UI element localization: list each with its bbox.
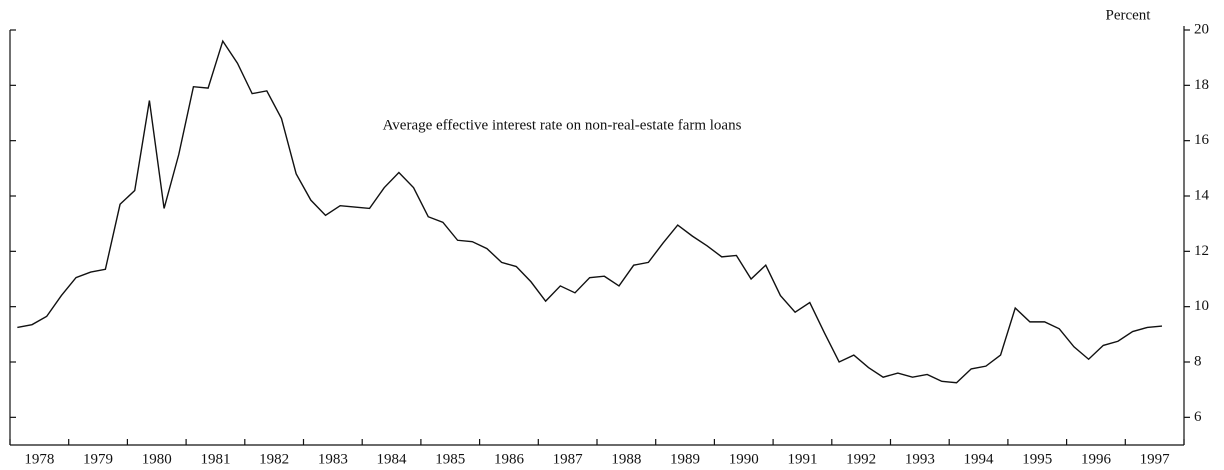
x-tick-label: 1981 bbox=[200, 451, 230, 467]
y-axis-label: Percent bbox=[1106, 7, 1152, 23]
x-tick-label: 1988 bbox=[611, 451, 641, 467]
data-line bbox=[17, 39, 1163, 384]
y-tick-label: 8 bbox=[1194, 353, 1202, 369]
x-tick-label: 1995 bbox=[1022, 451, 1052, 467]
x-tick-label: 1992 bbox=[846, 451, 876, 467]
y-tick-label: 14 bbox=[1194, 187, 1210, 203]
x-tick-label: 1983 bbox=[318, 451, 348, 467]
x-tick-label: 1987 bbox=[553, 451, 584, 467]
x-tick-label: 1993 bbox=[905, 451, 935, 467]
x-tick-label: 1997 bbox=[1140, 451, 1171, 467]
y-tick-label: 16 bbox=[1194, 132, 1210, 148]
y-tick-label: 18 bbox=[1194, 77, 1209, 93]
x-tick-label: 1984 bbox=[377, 451, 408, 467]
x-tick-label: 1990 bbox=[729, 451, 759, 467]
x-tick-label: 1979 bbox=[83, 451, 113, 467]
x-tick-label: 1996 bbox=[1081, 451, 1112, 467]
y-tick-label: 6 bbox=[1194, 409, 1202, 425]
x-tick-label: 1989 bbox=[670, 451, 700, 467]
x-tick-label: 1986 bbox=[494, 451, 525, 467]
x-tick-label: 1982 bbox=[259, 451, 289, 467]
x-tick-label: 1978 bbox=[24, 451, 54, 467]
y-tick-label: 12 bbox=[1194, 243, 1209, 259]
x-tick-label: 1991 bbox=[787, 451, 817, 467]
y-tick-label: 10 bbox=[1194, 298, 1209, 314]
y-tick-label: 20 bbox=[1194, 21, 1209, 37]
x-tick-label: 1985 bbox=[435, 451, 465, 467]
annotation: Average effective interest rate on non-r… bbox=[383, 117, 742, 133]
x-tick-label: 1980 bbox=[142, 451, 172, 467]
x-tick-label: 1994 bbox=[964, 451, 995, 467]
